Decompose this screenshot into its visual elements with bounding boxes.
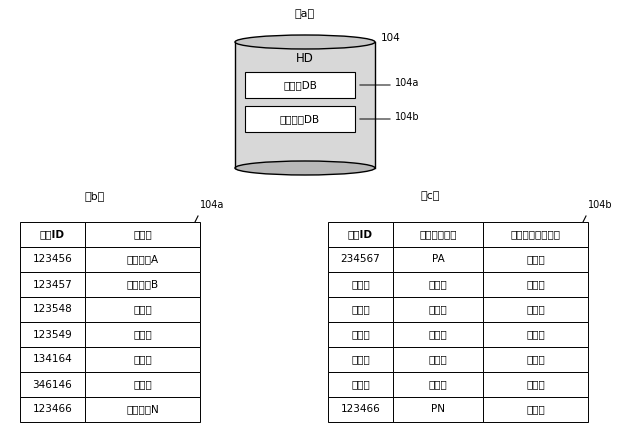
Text: ・・・: ・・・ [526, 405, 545, 414]
Text: 声情報DB: 声情報DB [283, 80, 317, 90]
Text: スケジュール情報: スケジュール情報 [511, 230, 561, 239]
Bar [483, 222, 588, 247]
Text: 123466: 123466 [340, 405, 380, 414]
Bar [393, 222, 483, 247]
Text: ・・・: ・・・ [133, 329, 152, 340]
Text: PN: PN [431, 405, 445, 414]
Bar [393, 347, 483, 372]
Ellipse shape [235, 35, 375, 49]
Text: 104b: 104b [395, 112, 420, 122]
Bar [245, 106, 355, 132]
Bar [393, 322, 483, 347]
Text: ・・・: ・・・ [351, 329, 370, 340]
Bar [393, 247, 483, 272]
Text: ・・・: ・・・ [133, 380, 152, 389]
Bar [483, 297, 588, 322]
Bar [483, 397, 588, 422]
Text: （a）: （a） [295, 9, 315, 19]
Text: PA: PA [431, 255, 444, 264]
Text: ・・・: ・・・ [133, 355, 152, 364]
Text: ・・・: ・・・ [351, 304, 370, 315]
Bar [393, 397, 483, 422]
Text: ・・・: ・・・ [526, 355, 545, 364]
Text: 123549: 123549 [33, 329, 72, 340]
Bar [20, 347, 85, 372]
Text: ・・・: ・・・ [429, 329, 447, 340]
Bar [393, 297, 483, 322]
Bar [85, 397, 200, 422]
Bar [85, 247, 200, 272]
Text: 104a: 104a [395, 78, 419, 88]
Text: 接続情報DB: 接続情報DB [280, 114, 320, 124]
Text: ・・・: ・・・ [429, 304, 447, 315]
Bar [20, 222, 85, 247]
Text: 346146: 346146 [33, 380, 72, 389]
Text: 音声デーA: 音声デーA [127, 255, 159, 264]
Text: ・・・: ・・・ [429, 380, 447, 389]
Text: ・・・: ・・・ [429, 355, 447, 364]
Bar [20, 272, 85, 297]
Bar [245, 72, 355, 98]
Bar [483, 322, 588, 347]
Bar [85, 222, 200, 247]
Text: 104: 104 [381, 33, 401, 43]
Text: 123456: 123456 [33, 255, 72, 264]
Text: 声情報: 声情報 [133, 230, 152, 239]
Text: 社員ID: 社員ID [348, 230, 373, 239]
Bar [85, 297, 200, 322]
Text: ・・・: ・・・ [429, 279, 447, 290]
Bar [20, 297, 85, 322]
Text: ・・・: ・・・ [351, 355, 370, 364]
Text: 音声デーB: 音声デーB [127, 279, 159, 290]
Bar [328, 222, 393, 247]
Text: ・・・: ・・・ [133, 304, 152, 315]
Bar [20, 247, 85, 272]
Ellipse shape [235, 161, 375, 175]
Bar [483, 347, 588, 372]
Bar [20, 322, 85, 347]
Bar [20, 372, 85, 397]
Text: ・・・: ・・・ [526, 304, 545, 315]
Bar [393, 272, 483, 297]
Bar [483, 247, 588, 272]
Bar [328, 247, 393, 272]
Bar [483, 372, 588, 397]
Bar [483, 272, 588, 297]
Text: 123548: 123548 [33, 304, 72, 315]
Bar [328, 322, 393, 347]
Bar [85, 272, 200, 297]
Bar [85, 372, 200, 397]
Polygon shape [235, 42, 375, 168]
Text: 134164: 134164 [33, 355, 72, 364]
Text: （c）: （c） [420, 191, 440, 201]
Text: ・・・: ・・・ [526, 329, 545, 340]
Text: （b）: （b） [85, 191, 105, 201]
Bar [85, 347, 200, 372]
Bar [393, 372, 483, 397]
Text: 104b: 104b [588, 200, 612, 210]
Text: 社員ID: 社員ID [40, 230, 65, 239]
Text: HD: HD [296, 52, 314, 65]
Text: 234567: 234567 [340, 255, 380, 264]
Bar [20, 397, 85, 422]
Bar [85, 322, 200, 347]
Bar [328, 397, 393, 422]
Text: 端末位置情報: 端末位置情報 [419, 230, 457, 239]
Text: ・・・: ・・・ [526, 255, 545, 264]
Bar [328, 272, 393, 297]
Bar [328, 372, 393, 397]
Text: ・・・: ・・・ [351, 380, 370, 389]
Text: ・・・: ・・・ [351, 279, 370, 290]
Text: 104a: 104a [200, 200, 225, 210]
Bar [328, 297, 393, 322]
Text: ・・・: ・・・ [526, 279, 545, 290]
Text: 123457: 123457 [33, 279, 72, 290]
Text: 音声デーN: 音声デーN [126, 405, 159, 414]
Text: ・・・: ・・・ [526, 380, 545, 389]
Bar [328, 347, 393, 372]
Text: 123466: 123466 [33, 405, 72, 414]
